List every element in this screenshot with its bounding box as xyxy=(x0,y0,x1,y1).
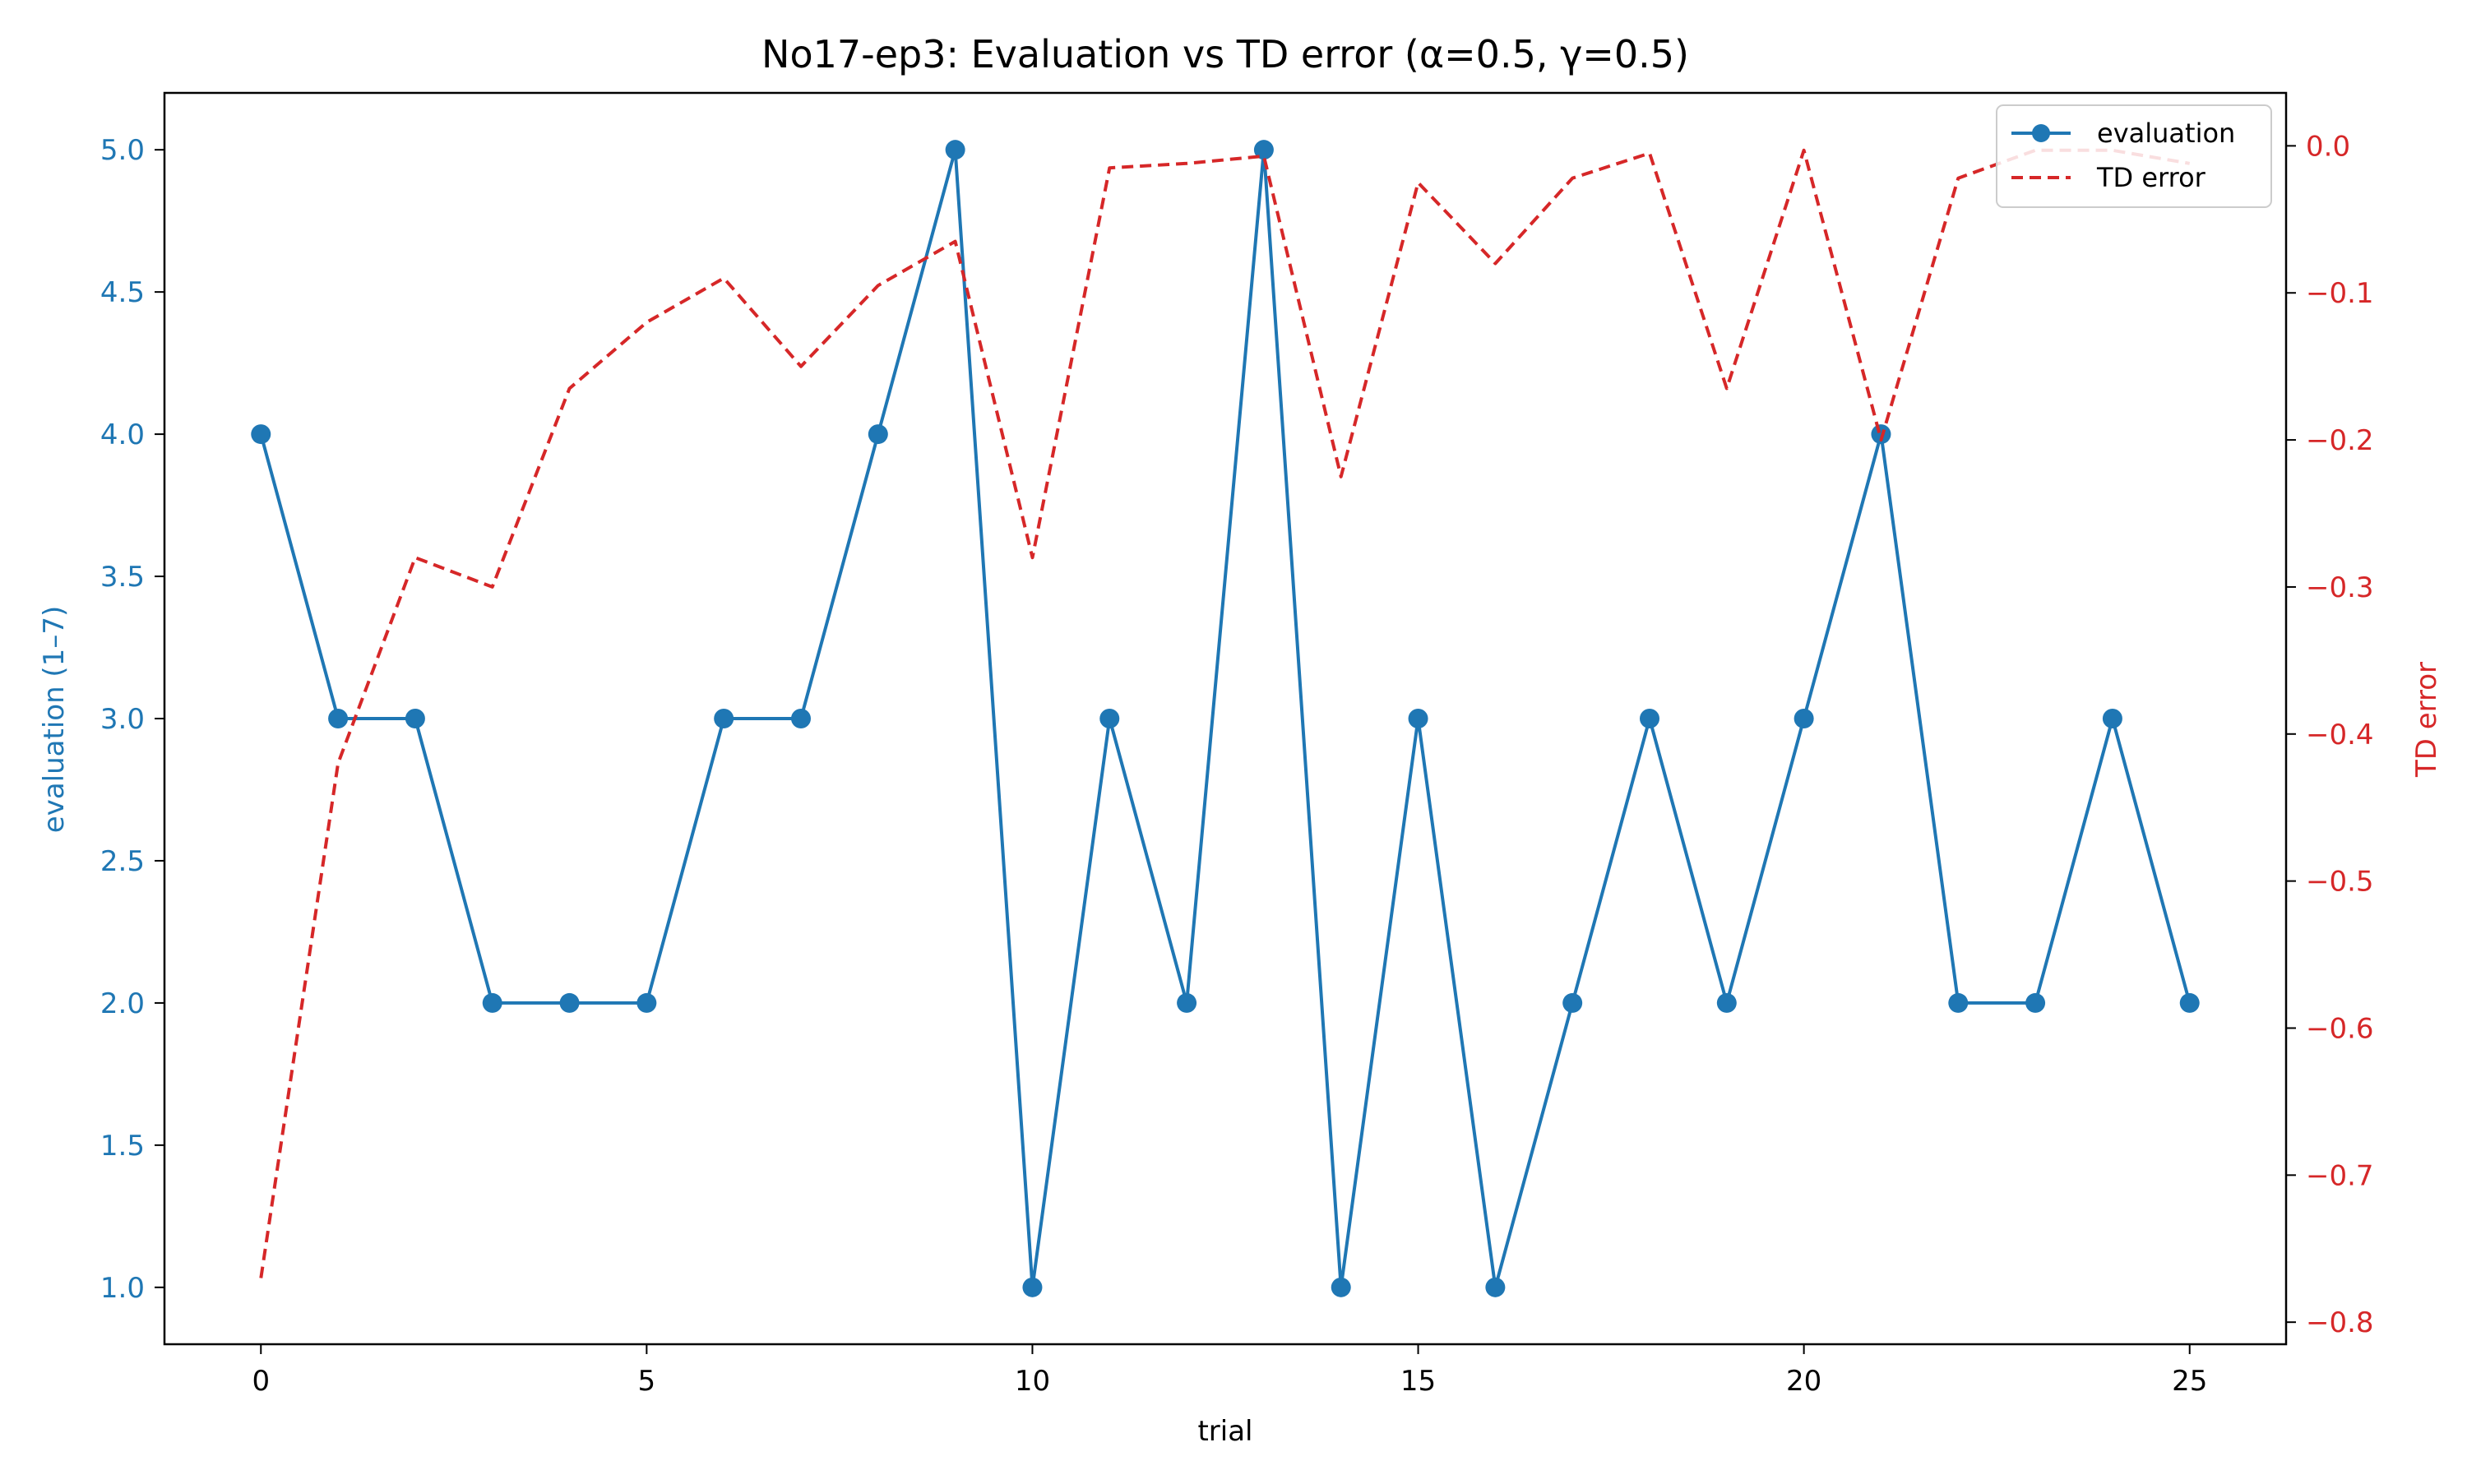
left-tick-label: 2.5 xyxy=(100,845,145,878)
data-point-evaluation xyxy=(868,424,888,445)
x-tick-label: 10 xyxy=(1015,1365,1050,1398)
data-point-evaluation xyxy=(945,140,965,160)
x-tick-label: 5 xyxy=(638,1365,656,1398)
data-point-evaluation xyxy=(1716,992,1737,1013)
data-point-evaluation xyxy=(1099,709,1120,728)
axes-layer: 0 5 10 15 20 25 1.0 1.5 2.0 2.5 3.0 3.5 4.0 4.5 5.0 0.0… xyxy=(100,91,2374,1398)
x-tick-label: 20 xyxy=(1786,1365,1821,1398)
legend-td-error-label: TD error xyxy=(2096,162,2206,193)
right-tick-label: −0.3 xyxy=(2306,571,2374,604)
data-point-evaluation xyxy=(251,424,271,445)
series-layer xyxy=(251,140,2200,1297)
legend-evaluation-label: evaluation xyxy=(2097,118,2235,149)
data-point-evaluation xyxy=(559,992,580,1013)
data-point-evaluation xyxy=(2025,992,2046,1013)
data-point-evaluation xyxy=(1253,140,1274,160)
data-point-evaluation xyxy=(1562,992,1583,1013)
left-tick-label: 4.5 xyxy=(100,276,145,309)
data-point-evaluation xyxy=(1485,1277,1506,1297)
data-point-evaluation xyxy=(636,992,657,1013)
plot-frame xyxy=(163,91,2288,1346)
data-point-evaluation xyxy=(482,992,502,1013)
left-axis-title: evaluation (1–7) xyxy=(38,606,71,833)
data-point-evaluation xyxy=(405,709,425,728)
right-tick-label: −0.6 xyxy=(2306,1012,2374,1045)
chart-title: No17-ep3: Evaluation vs TD error (α=0.5,… xyxy=(761,32,1689,76)
right-axis-title: TD error xyxy=(2410,662,2443,778)
data-point-evaluation xyxy=(1794,709,1814,728)
legend-box xyxy=(1996,104,2272,208)
series-line-evaluation xyxy=(259,148,2192,1289)
right-tick-label: −0.8 xyxy=(2306,1306,2374,1339)
data-point-evaluation xyxy=(1408,709,1428,728)
data-point-evaluation xyxy=(2102,709,2122,728)
legend: evaluation TD error xyxy=(1996,104,2272,208)
x-tick-label: 0 xyxy=(252,1365,270,1398)
right-tick-label: −0.7 xyxy=(2306,1159,2374,1192)
left-tick-label: 5.0 xyxy=(100,134,145,167)
right-tick-label: −0.2 xyxy=(2306,424,2374,457)
data-point-evaluation xyxy=(1022,1277,1043,1297)
data-point-evaluation xyxy=(1331,1277,1351,1297)
left-tick-label: 2.0 xyxy=(100,987,145,1020)
left-tick-label: 1.0 xyxy=(100,1272,145,1305)
right-tick-label: −0.5 xyxy=(2306,866,2374,899)
data-point-evaluation xyxy=(1871,424,1891,445)
right-tick-label: −0.4 xyxy=(2306,719,2374,751)
legend-evaluation-marker xyxy=(2032,124,2050,142)
data-point-evaluation xyxy=(1640,709,1659,728)
left-tick-label: 4.0 xyxy=(100,418,145,451)
data-point-evaluation xyxy=(1177,992,1197,1013)
x-axis-title: trial xyxy=(1197,1415,1252,1448)
right-tick-label: −0.1 xyxy=(2306,277,2374,310)
series-line-td-error xyxy=(259,148,2191,1278)
data-point-evaluation xyxy=(328,709,349,728)
x-tick-label: 25 xyxy=(2172,1365,2207,1398)
left-tick-label: 3.5 xyxy=(100,561,145,594)
right-tick-label: 0.0 xyxy=(2306,130,2350,163)
x-tick-label: 15 xyxy=(1400,1365,1436,1398)
data-point-evaluation xyxy=(2179,992,2200,1013)
data-point-evaluation xyxy=(1948,992,1969,1013)
left-tick-label: 3.0 xyxy=(100,703,145,736)
left-tick-label: 1.5 xyxy=(100,1130,145,1163)
data-point-evaluation xyxy=(791,709,811,728)
data-point-evaluation xyxy=(714,709,734,728)
